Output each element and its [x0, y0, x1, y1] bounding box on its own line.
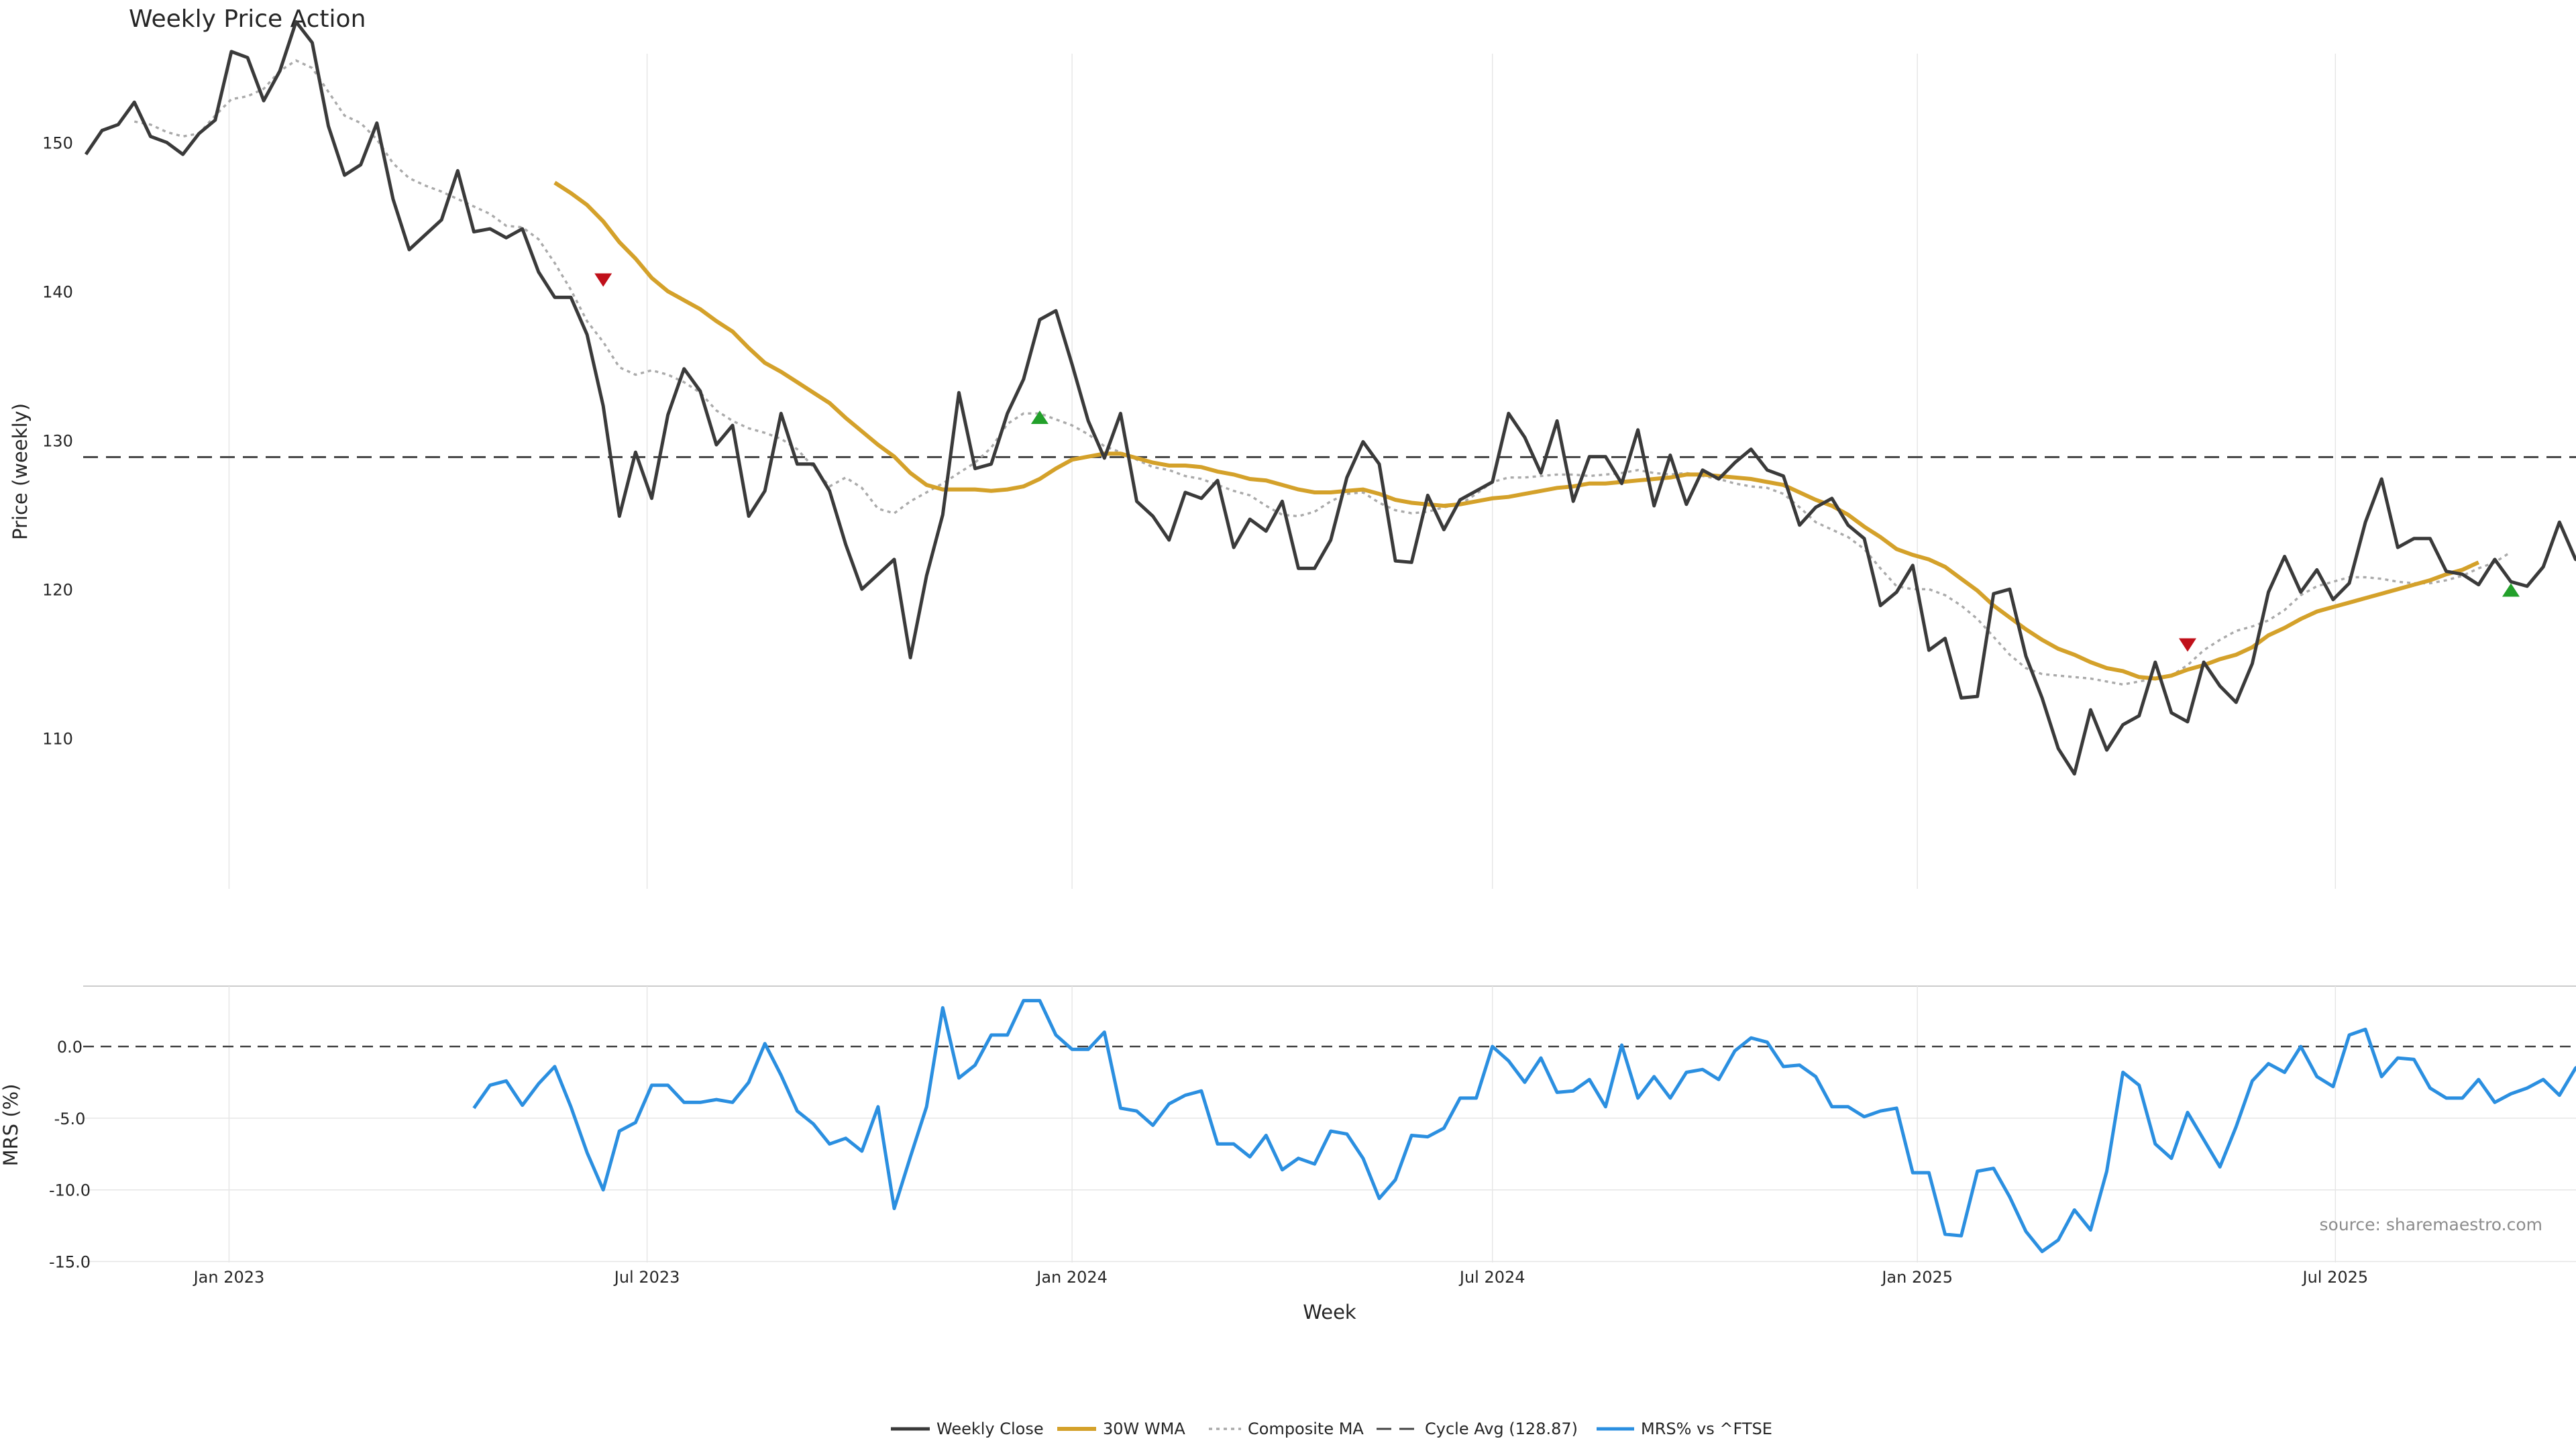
legend-label-composite-ma: Composite MA — [1248, 1419, 1364, 1438]
price-y-tick-label: 130 — [42, 431, 73, 450]
price-y-tick-label: 120 — [42, 580, 73, 599]
legend-label-weekly-close: Weekly Close — [936, 1419, 1044, 1438]
legend-item-wma: 30W WMA — [1057, 1419, 1185, 1438]
price-y-tick-label: 140 — [42, 282, 73, 301]
signal-down-marker — [2179, 638, 2196, 652]
legend: Weekly Close 30W WMA Composite MA Cycle … — [891, 1419, 1772, 1438]
price-y-tick-label: 110 — [42, 729, 73, 748]
mrs-y-tick-label: 0.0 — [57, 1038, 83, 1057]
price-y-tick-label: 160 — [42, 0, 73, 3]
price-chart-title: Weekly Price Action — [129, 5, 366, 33]
price-y-axis-label: Price (weekly) — [9, 403, 32, 540]
composite-ma-line — [133, 59, 2512, 686]
x-tick-label: Jan 2023 — [193, 1268, 265, 1287]
x-tick-label: Jul 2023 — [613, 1268, 680, 1287]
mrs-y-tick-label: -5.0 — [54, 1110, 86, 1128]
price-gridlines — [228, 54, 2337, 889]
legend-item-weekly-close: Weekly Close — [891, 1419, 1044, 1438]
mrs-y-tick-label: -10.0 — [49, 1181, 91, 1200]
mrs-y-ticks: 0.0 -5.0 -10.0 -15.0 — [49, 1038, 91, 1272]
legend-label-mrs: MRS% vs ^FTSE — [1641, 1419, 1772, 1438]
mrs-panel: MRS (%) 0.0 -5.0 -10.0 -15.0 source: sharem… — [0, 985, 2576, 1324]
mrs-gridlines — [83, 986, 2576, 1263]
x-tick-label: Jan 2025 — [1880, 1268, 1953, 1287]
weekly-close-line — [84, 20, 2576, 776]
legend-item-mrs: MRS% vs ^FTSE — [1597, 1419, 1772, 1438]
x-tick-label: Jul 2024 — [1458, 1268, 1525, 1287]
mrs-y-tick-label: -15.0 — [49, 1253, 91, 1272]
legend-label-cycle-avg: Cycle Avg (128.87) — [1425, 1419, 1578, 1438]
signal-markers — [594, 273, 2520, 652]
legend-item-cycle-avg: Cycle Avg (128.87) — [1377, 1419, 1578, 1438]
wma-30w-line — [553, 180, 2480, 681]
legend-item-composite-ma: Composite MA — [1209, 1419, 1364, 1438]
price-panel: Weekly Price Action Price (weekly) 110 12… — [9, 0, 2576, 889]
signal-down-marker — [594, 273, 612, 287]
signal-up-marker — [1030, 411, 1049, 424]
x-ticks: Jan 2023 Jul 2023 Jan 2024 Jul 2024 Jan 2025… — [193, 1268, 2369, 1287]
mrs-line — [472, 999, 2576, 1254]
x-tick-label: Jan 2024 — [1035, 1268, 1108, 1287]
signal-up-marker — [2502, 583, 2520, 597]
price-y-ticks: 110 120 130 140 150 160 — [42, 0, 73, 748]
x-axis-label: Week — [1303, 1301, 1356, 1324]
x-tick-label: Jul 2025 — [2302, 1268, 2369, 1287]
legend-label-wma: 30W WMA — [1103, 1419, 1185, 1438]
source-credit: source: sharemaestro.com — [2320, 1215, 2543, 1234]
price-y-tick-label: 150 — [42, 133, 73, 152]
mrs-y-axis-label: MRS (%) — [0, 1084, 22, 1167]
